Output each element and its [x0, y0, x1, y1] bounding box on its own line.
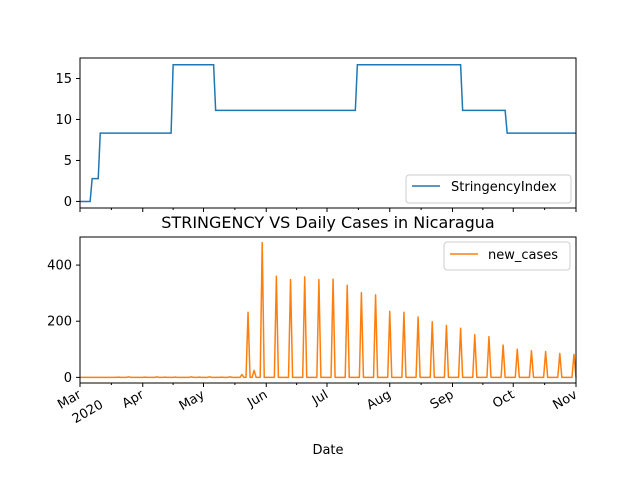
cases-legend-label: new_cases [488, 248, 558, 263]
x-tick-label: Jun [244, 387, 270, 411]
x-tick-label: May [177, 387, 208, 414]
cases-y-tick-label: 400 [47, 259, 72, 274]
stringency-y-tick-label: 15 [55, 72, 72, 87]
stringency-x-ticks [79, 208, 577, 212]
x-tick-label: Nov [551, 387, 581, 413]
stringency-legend: StringencyIndex [405, 174, 572, 204]
cases-legend: new_cases [443, 241, 571, 271]
stringency-y-tick-label: 5 [64, 154, 72, 169]
cases-y-ticks: 0 200 400 [47, 259, 80, 386]
cases-series [80, 241, 577, 379]
stringency-y-tick-label: 0 [64, 195, 72, 210]
stringency-y-tick-label: 10 [55, 113, 72, 128]
x-tick-label: Jul [309, 387, 331, 408]
stringency-axes-frame [79, 57, 577, 209]
stringency-panel: 0 5 10 15 StringencyIndex [55, 57, 577, 212]
x-tick-label: Aug [364, 387, 393, 413]
cases-y-tick-label: 0 [64, 371, 72, 386]
cases-panel: STRINGENCY VS Daily Cases in Nicaragua 0… [47, 213, 580, 458]
stringency-series [80, 64, 576, 203]
stringency-legend-box [405, 174, 572, 204]
x-tick-label: Sep [428, 387, 457, 412]
stringency-line [80, 64, 576, 203]
cases-y-tick-label: 200 [47, 315, 72, 330]
x-axis-label: Date [312, 443, 343, 458]
x-tick-label: Oct [490, 387, 517, 411]
chart-title: STRINGENCY VS Daily Cases in Nicaragua [161, 213, 494, 232]
cases-legend-box [443, 241, 571, 271]
stringency-y-ticks: 0 5 10 15 [55, 72, 80, 210]
stringency-legend-label: StringencyIndex [451, 180, 557, 195]
cases-axes-frame [79, 236, 577, 384]
x-tick-label: Apr [120, 387, 148, 412]
new-cases-line [80, 241, 577, 379]
